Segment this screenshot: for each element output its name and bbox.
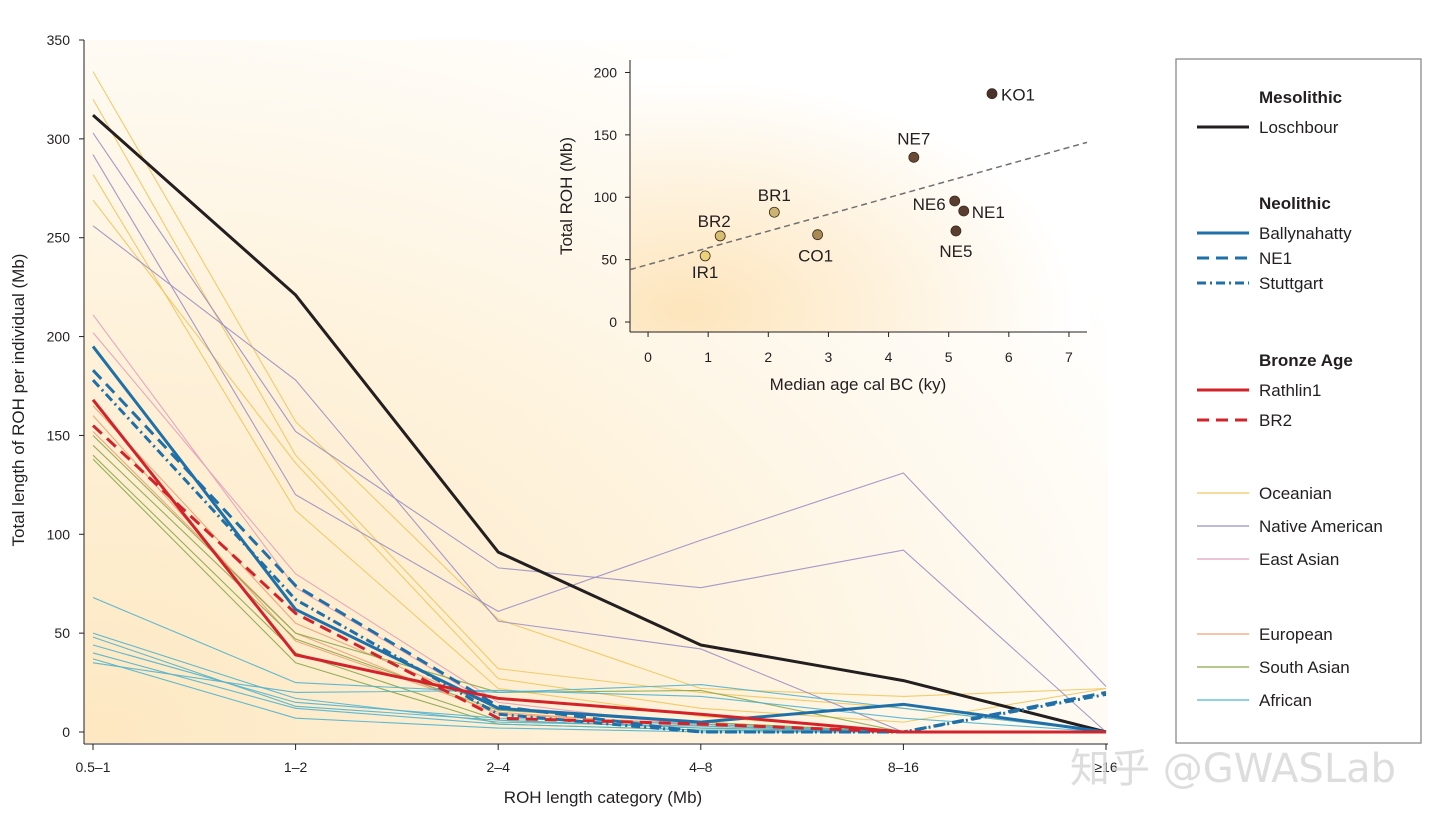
legend-label-stuttgart: Stuttgart bbox=[1259, 274, 1324, 293]
inset-y-tick-label: 0 bbox=[609, 314, 617, 330]
legend-box bbox=[1175, 58, 1422, 744]
main-y-tick-label: 200 bbox=[47, 329, 71, 345]
inset-x-tick-label: 4 bbox=[885, 349, 893, 365]
legend-heading-neolithic: Neolithic bbox=[1259, 194, 1331, 213]
main-x-tick-label: 2–4 bbox=[487, 759, 511, 775]
point-ne7 bbox=[908, 151, 920, 163]
point-label-ne5: NE5 bbox=[939, 242, 972, 261]
legend-label-african: African bbox=[1259, 691, 1312, 710]
main-x-tick-label: ≥16 bbox=[1094, 759, 1117, 775]
legend-label-rathlin1: Rathlin1 bbox=[1259, 381, 1321, 400]
inset-chart: 0 50 100 150 200 0 1 2 3 4 5 6 7 IR1 BR2 BR1 CO1 NE7 NE6 N… bbox=[557, 60, 1090, 394]
point-label-ne6: NE6 bbox=[913, 195, 946, 214]
legend: Mesolithic Loschbour Neolithic Ballynahatty… bbox=[1175, 58, 1422, 744]
inset-y-tick-label: 100 bbox=[594, 189, 618, 205]
legend-label-east-asian: East Asian bbox=[1259, 550, 1339, 569]
inset-x-axis-label: Median age cal BC (ky) bbox=[770, 375, 947, 394]
inset-x-tick-label: 5 bbox=[945, 349, 953, 365]
legend-label-ne1: NE1 bbox=[1259, 249, 1292, 268]
main-y-tick-label: 50 bbox=[54, 625, 70, 641]
line-loschbour bbox=[92, 114, 1107, 734]
legend-label-native-american: Native American bbox=[1259, 517, 1383, 536]
inset-y-axis-label: Total ROH (Mb) bbox=[557, 137, 576, 255]
watermark-text: 知乎 @GWASLab bbox=[1070, 746, 1396, 792]
point-label-br2: BR2 bbox=[698, 212, 731, 231]
point-ir1 bbox=[699, 250, 711, 262]
main-x-axis-label: ROH length category (Mb) bbox=[504, 788, 702, 807]
main-x-tick-label: 4–8 bbox=[689, 759, 713, 775]
line-stuttgart bbox=[91, 379, 1107, 734]
inset-points: IR1 BR2 BR1 CO1 NE7 NE6 NE1 NE5 KO1 bbox=[629, 86, 1088, 282]
point-label-ne7: NE7 bbox=[897, 129, 930, 148]
point-label-ne1: NE1 bbox=[972, 203, 1005, 222]
point-label-ko1: KO1 bbox=[1001, 86, 1035, 105]
point-co1 bbox=[812, 229, 824, 241]
inset-x-tick-label: 7 bbox=[1065, 349, 1073, 365]
main-y-tick-label: 100 bbox=[47, 526, 71, 542]
inset-y-tick-label: 200 bbox=[594, 64, 618, 80]
legend-label-european: European bbox=[1259, 625, 1333, 644]
point-label-ir1: IR1 bbox=[692, 263, 718, 282]
legend-label-loschbour: Loschbour bbox=[1259, 118, 1339, 137]
main-y-tick-label: 0 bbox=[62, 724, 70, 740]
main-y-tick-label: 350 bbox=[47, 32, 71, 48]
inset-y-tick-label: 150 bbox=[594, 127, 618, 143]
trend-line bbox=[629, 141, 1088, 271]
inset-x-tick-label: 2 bbox=[764, 349, 772, 365]
line-native-american bbox=[92, 154, 1107, 687]
line-african bbox=[92, 662, 1107, 733]
legend-heading-mesolithic: Mesolithic bbox=[1259, 88, 1342, 107]
inset-plot-background bbox=[630, 60, 1090, 332]
inset-y-tick-label: 50 bbox=[601, 252, 617, 268]
line-rathlin1 bbox=[91, 398, 1106, 734]
point-ne5 bbox=[950, 225, 962, 237]
main-y-tick-label: 300 bbox=[47, 131, 71, 147]
main-x-tick-label: 1–2 bbox=[284, 759, 308, 775]
main-y-tick-label: 150 bbox=[47, 427, 71, 443]
point-ne1 bbox=[958, 205, 970, 217]
legend-label-south-asian: South Asian bbox=[1259, 658, 1350, 677]
point-br1 bbox=[768, 206, 780, 218]
legend-label-ballynahatty: Ballynahatty bbox=[1259, 224, 1352, 243]
legend-heading-bronze-age: Bronze Age bbox=[1259, 351, 1353, 370]
main-y-tick-label: 250 bbox=[47, 230, 71, 246]
point-ne6 bbox=[949, 195, 961, 207]
legend-label-br2: BR2 bbox=[1259, 411, 1292, 430]
line-native-american bbox=[92, 132, 1107, 733]
point-ko1 bbox=[986, 88, 998, 100]
inset-x-tick-label: 6 bbox=[1005, 349, 1013, 365]
inset-x-tick-label: 3 bbox=[825, 349, 833, 365]
line-oceanian bbox=[92, 71, 1107, 697]
point-label-co1: CO1 bbox=[798, 247, 833, 266]
main-x-tick-label: 0.5–1 bbox=[75, 759, 110, 775]
legend-label-oceanian: Oceanian bbox=[1259, 484, 1332, 503]
ancient-sample-lines bbox=[91, 114, 1107, 734]
point-br2 bbox=[714, 230, 726, 242]
point-label-br1: BR1 bbox=[758, 186, 791, 205]
main-x-tick-label: 8–16 bbox=[888, 759, 919, 775]
inset-x-tick-label: 0 bbox=[644, 349, 652, 365]
main-y-axis-label: Total length of ROH per individual (Mb) bbox=[9, 254, 28, 547]
line-br2 bbox=[91, 424, 1106, 734]
line-african bbox=[92, 597, 1107, 733]
inset-axes: 0 50 100 150 200 0 1 2 3 4 5 6 7 bbox=[594, 60, 1087, 365]
inset-x-tick-label: 1 bbox=[704, 349, 712, 365]
line-ballynahatty bbox=[91, 345, 1107, 734]
